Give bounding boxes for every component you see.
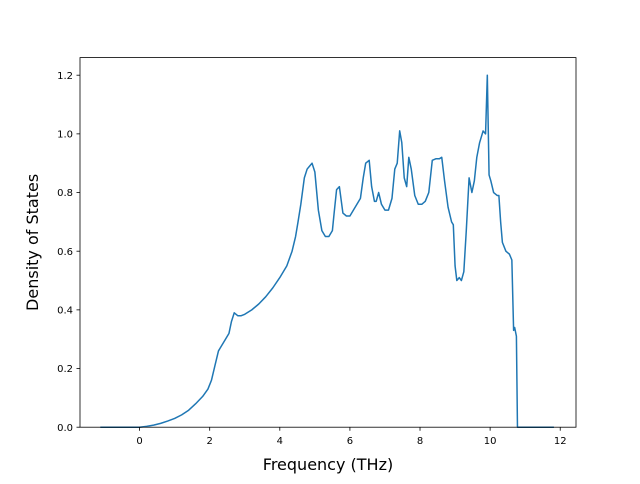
y-axis-ticks: 0.0 0.2 0.4 0.6 0.8 1.0 1.2: [57, 71, 80, 434]
x-tick-label: 10: [484, 436, 497, 447]
y-axis-label: Density of States: [23, 174, 42, 311]
y-tick-label: 0.4: [57, 305, 73, 316]
x-tick-label: 2: [207, 436, 213, 447]
axes-frame: [79, 57, 577, 428]
x-tick-label: 0: [136, 436, 142, 447]
plot-layer: [100, 74, 554, 428]
y-tick-label: 1.2: [57, 71, 73, 82]
x-tick-label: 6: [347, 436, 353, 447]
x-tick-label: 12: [554, 436, 567, 447]
x-tick-label: 8: [417, 436, 423, 447]
y-tick-label: 0.2: [57, 364, 73, 375]
y-tick-label: 0.8: [57, 188, 73, 199]
y-tick-label: 1.0: [57, 129, 73, 140]
x-axis-label: Frequency (THz): [263, 455, 393, 474]
x-axis-ticks: 0 2 4 6 8 10 12: [136, 427, 567, 447]
dos-series-line-0: [100, 74, 554, 428]
y-tick-label: 0.0: [57, 423, 73, 434]
x-tick-label: 4: [277, 436, 283, 447]
y-tick-label: 0.6: [57, 247, 73, 258]
